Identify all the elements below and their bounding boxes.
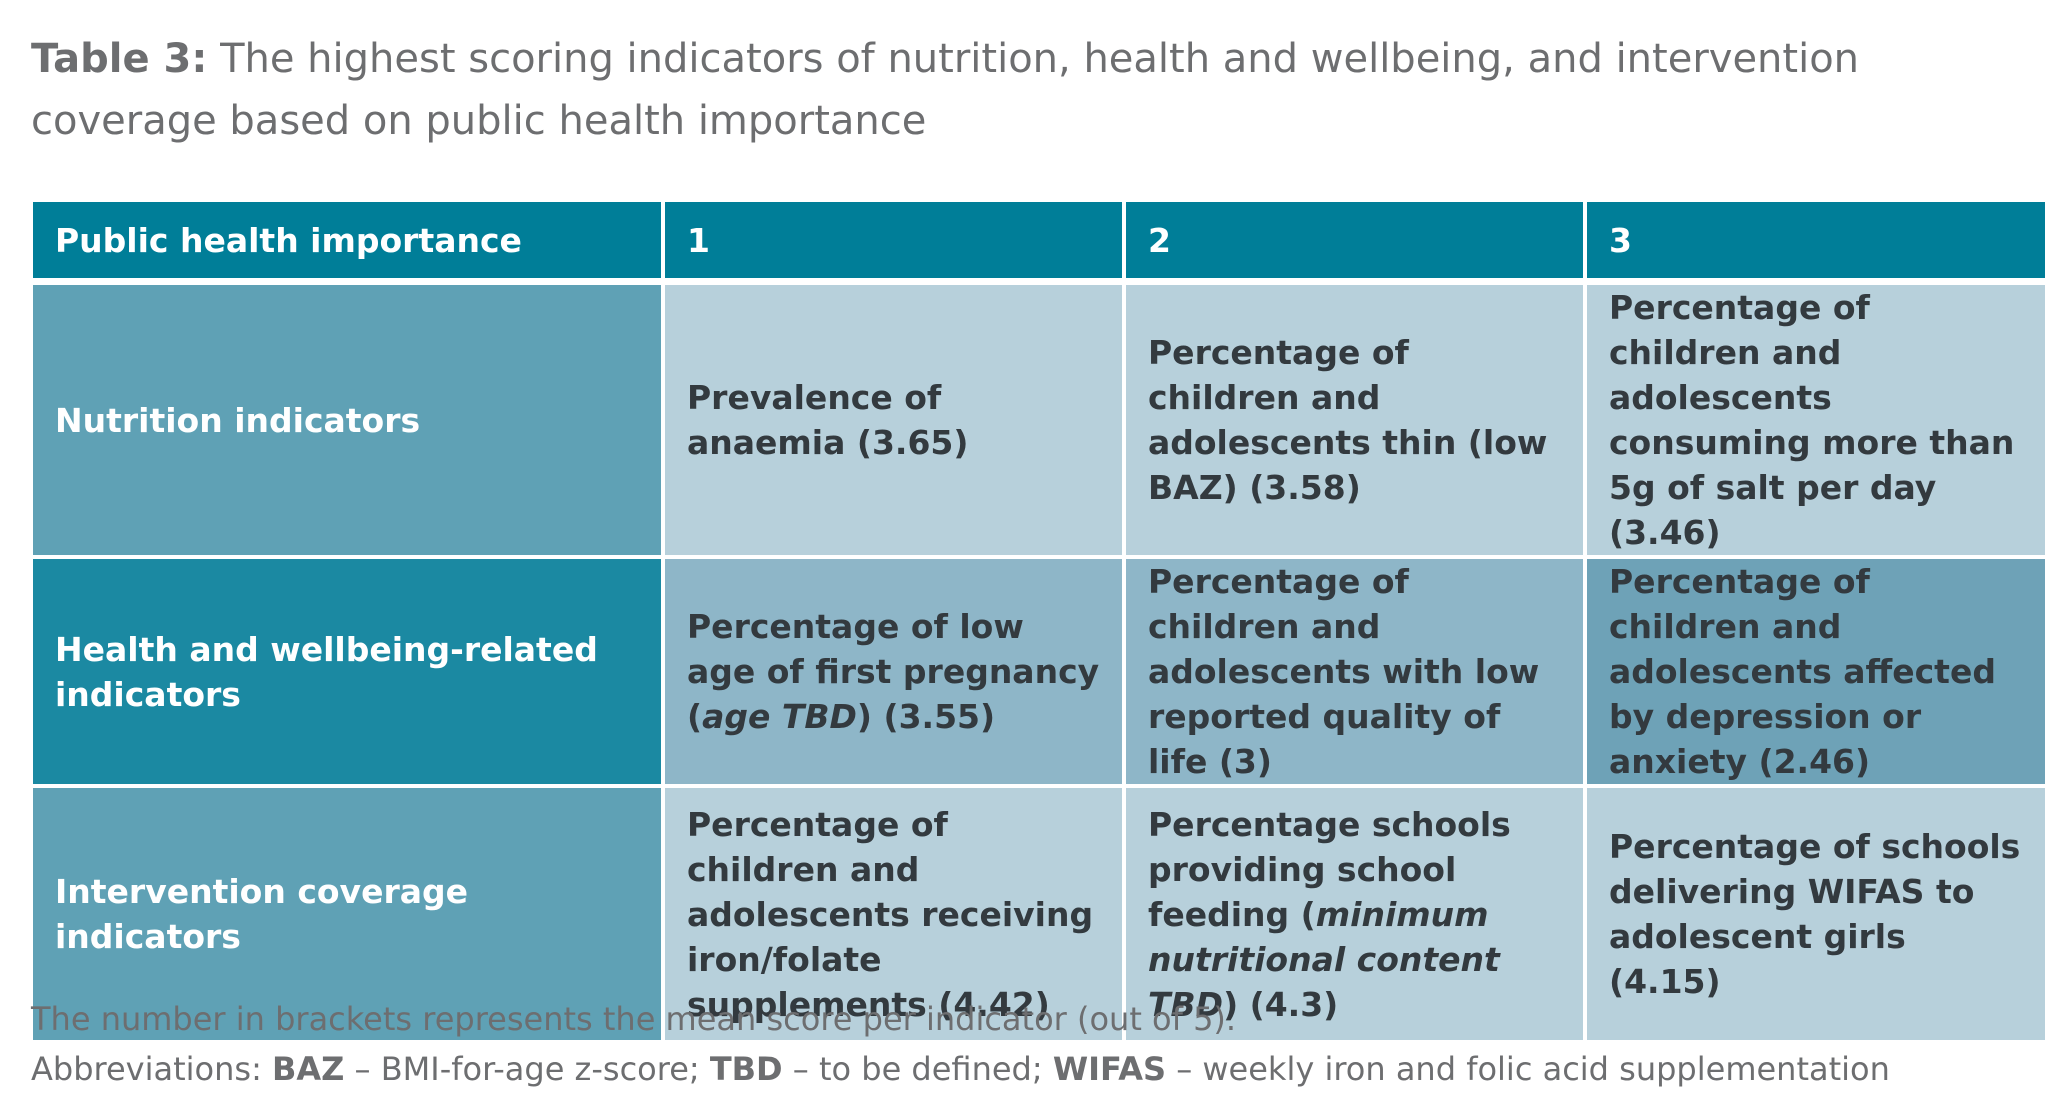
- row-label-nutrition: Nutrition indicators: [29, 279, 665, 559]
- cell-intervention-2-emphasis: minimum nutritional content TBD: [1148, 894, 1500, 1024]
- table-caption: Table 3: The highest scoring indicators …: [31, 28, 2031, 152]
- note-mean-score: The number in brackets represents the me…: [31, 1000, 1237, 1038]
- cell-intervention-2-score: ) (4.3): [1223, 984, 1339, 1024]
- abbr-baz-value: – BMI-for-age z-score;: [344, 1050, 710, 1088]
- abbr-tbd-key: TBD: [709, 1050, 783, 1088]
- table-row: Intervention coverage indicators Percent…: [29, 784, 2049, 1044]
- header-row-label: Public health importance: [29, 198, 665, 285]
- indicator-table: Public health importance 1 2 3 Nutrition…: [29, 198, 2049, 1044]
- header-row: Public health importance 1 2 3: [29, 198, 2049, 285]
- note-abbreviations: Abbreviations: BAZ – BMI-for-age z-score…: [31, 1044, 1890, 1094]
- table-notes: The number in brackets represents the me…: [31, 994, 1890, 1094]
- cell-intervention-3: Percentage of schools delivering WIFAS t…: [1583, 784, 2049, 1044]
- table-row: Nutrition indicators Prevalence of anaem…: [29, 279, 2049, 559]
- abbr-wifas-key: WIFAS: [1052, 1050, 1167, 1088]
- abbr-prefix: Abbreviations:: [31, 1050, 273, 1088]
- cell-health-1-score: ) (3.55): [856, 697, 996, 736]
- cell-health-1-text: Percentage of low age of first pregnancy…: [687, 607, 1100, 736]
- cell-health-1-emphasis: age TBD: [702, 697, 857, 736]
- cell-health-2: Percentage of children and adolescents w…: [1122, 555, 1587, 788]
- header-col-3: 3: [1583, 198, 2049, 285]
- cell-intervention-2: Percentage schools providing school feed…: [1122, 784, 1587, 1044]
- abbr-tbd-value: – to be defined;: [782, 1050, 1053, 1088]
- header-col-1: 1: [661, 198, 1126, 285]
- caption-label: Table 3:: [31, 36, 208, 82]
- row-label-health: Health and wellbeing-related indicators: [29, 555, 665, 788]
- abbr-wifas-value: – weekly iron and folic acid supplementa…: [1166, 1050, 1890, 1088]
- cell-nutrition-1: Prevalence of anaemia (3.65): [661, 279, 1126, 559]
- cell-intervention-1: Percentage of children and adolescents r…: [661, 784, 1126, 1044]
- cell-nutrition-2: Percentage of children and adolescents t…: [1122, 279, 1587, 559]
- row-label-intervention: Intervention coverage indicators: [29, 784, 665, 1044]
- table-row: Health and wellbeing-related indicators …: [29, 555, 2049, 788]
- header-col-2: 2: [1122, 198, 1587, 285]
- abbr-baz-key: BAZ: [272, 1050, 345, 1088]
- cell-nutrition-3: Percentage of children and adolescents c…: [1583, 279, 2049, 559]
- cell-intervention-2-text: Percentage schools providing school feed…: [1148, 804, 1511, 934]
- cell-health-3: Percentage of children and adolescents a…: [1583, 555, 2049, 788]
- cell-health-1: Percentage of low age of first pregnancy…: [661, 555, 1126, 788]
- caption-text: The highest scoring indicators of nutrit…: [31, 36, 1860, 144]
